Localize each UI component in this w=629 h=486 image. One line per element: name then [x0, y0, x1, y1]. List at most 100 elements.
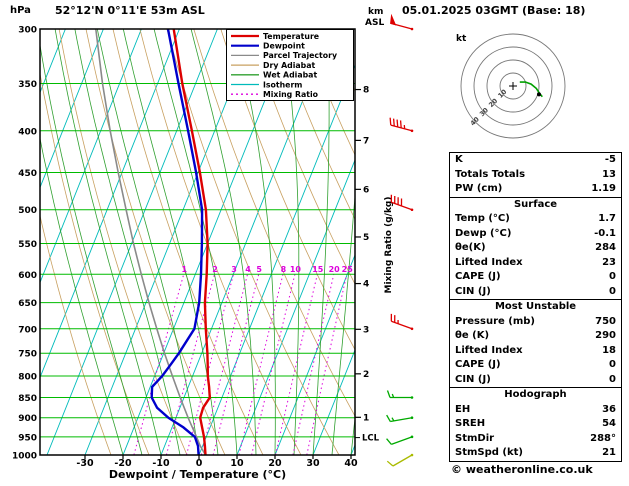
station-title: 52°12'N 0°11'E 53m ASL [55, 4, 205, 17]
pressure-tick-label: 550 [18, 240, 37, 250]
stats-row: StmSpd (kt) 21 [450, 446, 621, 461]
temp-tick-label: -10 [152, 458, 170, 469]
hodograph-ring [486, 59, 540, 113]
temp-tick-label: 30 [306, 458, 320, 469]
stats-section: K -5 Totals Totals 13 PW (cm) 1.19 [450, 153, 621, 197]
mixing-ratio-label: 15 [312, 265, 324, 274]
wind-barb [390, 194, 414, 212]
stats-label: PW (cm) [455, 183, 503, 194]
stats-label: SREH [455, 418, 486, 429]
legend-item-label: Temperature [263, 32, 319, 41]
parcel-trajectory-curve [95, 29, 207, 455]
stats-panel: K -5 Totals Totals 13 PW (cm) 1.19 Surface Temp… [449, 152, 622, 462]
hodograph-ring [499, 72, 527, 100]
legend-item-label: Isotherm [263, 80, 302, 89]
wet-adiabat-line [74, 29, 181, 455]
legend-item-label: Wet Adiabat [263, 71, 317, 80]
stats-value: 0 [609, 373, 616, 385]
mixing-ratio-label: 20 [329, 265, 341, 274]
km-tick-label: 6 [363, 185, 369, 195]
stats-row: Dewp (°C) -0.1 [450, 227, 621, 242]
stats-value: 288° [590, 432, 616, 444]
pressure-tick-label: 650 [18, 299, 37, 309]
dewpoint-curve [150, 29, 204, 455]
stats-row: Lifted Index 18 [450, 344, 621, 359]
datetime-title: 05.01.2025 03GMT (Base: 18) [402, 4, 586, 17]
stats-value: 18 [602, 344, 616, 356]
stats-label: CAPE (J) [455, 359, 501, 370]
mixing-ratio-label: 10 [290, 265, 302, 274]
legend-item-label: Parcel Trajectory [263, 51, 337, 60]
stats-value: 1.7 [598, 213, 616, 224]
wind-barb [386, 453, 414, 467]
asl-axis-label: ASL [365, 18, 384, 28]
temp-tick-label: 40 [344, 458, 358, 469]
mixing-ratio-axis-label: Mixing Ratio (g/kg) [384, 196, 394, 293]
dry-adiabat-line [40, 71, 150, 455]
dry-adiabat-line [85, 29, 226, 455]
stats-value: -5 [604, 154, 616, 165]
temp-tick-label: 0 [196, 458, 203, 469]
temp-tick-label: -20 [114, 458, 132, 469]
stats-row: K -5 [450, 153, 621, 168]
stats-row: PW (cm) 1.19 [450, 182, 621, 197]
km-axis-label: km [368, 7, 383, 17]
pressure-tick-label: 350 [18, 80, 37, 90]
km-tick-label: 2 [363, 370, 369, 380]
wind-barb [390, 313, 414, 331]
km-tick-label: 3 [363, 325, 369, 335]
wind-barb-column [386, 13, 414, 467]
legend-item-label: Dry Adiabat [263, 61, 316, 70]
stats-label: StmDir [455, 432, 495, 444]
pressure-tick-label: 700 [18, 325, 37, 335]
hodograph-ring [473, 46, 553, 126]
wind-barb [390, 13, 414, 31]
temp-tick-label: 10 [230, 458, 244, 469]
hodograph-unit-label: kt [456, 34, 467, 44]
stats-section-title: Most Unstable [494, 301, 577, 312]
wind-barb [389, 117, 414, 133]
stats-label: CIN (J) [455, 373, 491, 385]
stats-row: Lifted Index 23 [450, 256, 621, 271]
mixing-ratio-label: 4 [245, 265, 251, 274]
km-tick-label: 7 [363, 136, 369, 146]
stats-value: 13 [602, 168, 616, 180]
wind-barb [386, 435, 414, 445]
wind-barb [386, 414, 414, 423]
isotherm-line [274, 253, 355, 455]
stats-section-title: Surface [513, 198, 558, 210]
stats-row: CIN (J) 0 [450, 373, 621, 388]
stats-label: θe(K) [455, 242, 486, 253]
pressure-tick-label: 1000 [12, 452, 37, 462]
mixing-ratio-line [238, 274, 284, 455]
dry-adiabat-line [247, 29, 355, 285]
pressure-tick-label: 300 [18, 26, 37, 36]
pressure-tick-label: 800 [18, 373, 37, 383]
stats-row: θe (K) 290 [450, 329, 621, 344]
legend-item-label: Dewpoint [263, 42, 305, 51]
km-tick-label: 1 [363, 413, 369, 423]
pressure-tick-label: 450 [18, 169, 37, 179]
stats-value: 0 [609, 271, 616, 282]
stats-value: 1.19 [591, 183, 616, 194]
isotherm-line [236, 158, 355, 455]
stats-label: CAPE (J) [455, 271, 501, 282]
copyright: © weatheronline.co.uk [451, 463, 593, 476]
temperature-curve [172, 29, 212, 455]
mixing-ratio-label: 2 [212, 265, 218, 274]
stats-value: 36 [602, 403, 616, 415]
km-tick-label: 5 [363, 233, 369, 243]
pressure-tick-label: 600 [18, 271, 37, 281]
stats-row: StmDir 288° [450, 432, 621, 447]
legend-item-label: Mixing Ratio [263, 90, 319, 99]
pressure-tick-label: 400 [18, 127, 37, 137]
dry-adiabat-line [274, 29, 355, 221]
isotherm-line [40, 29, 180, 379]
stats-label: Dewp (°C) [455, 227, 512, 239]
stats-row: Temp (°C) 1.7 [450, 212, 621, 227]
isotherm-line [46, 29, 218, 455]
